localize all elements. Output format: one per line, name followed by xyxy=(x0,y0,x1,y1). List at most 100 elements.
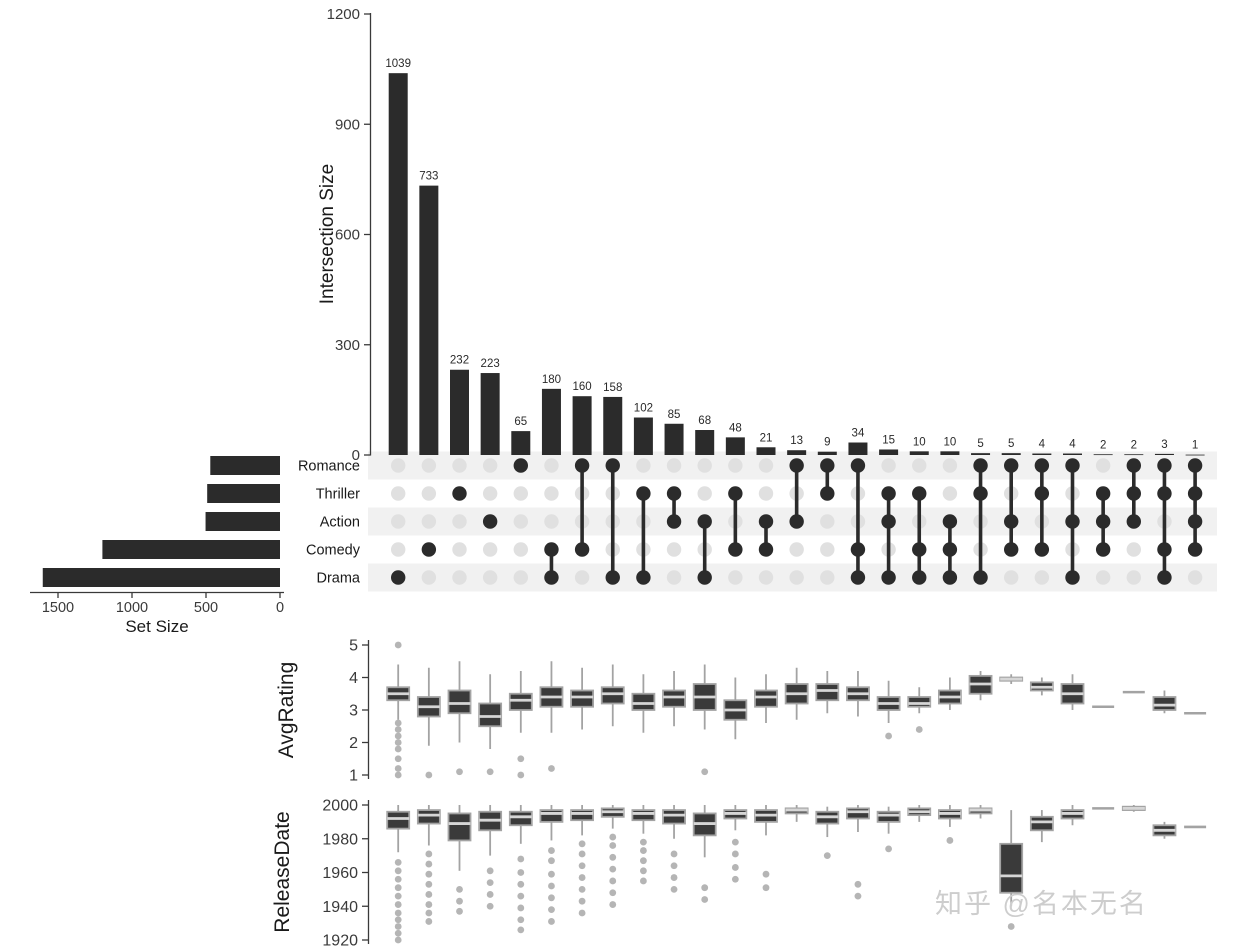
boxplot-outlier-dot xyxy=(854,892,862,900)
set-size-tick-label: 0 xyxy=(276,600,284,616)
attribute-axis-tick-label: 1980 xyxy=(322,831,358,848)
matrix-dot-inactive xyxy=(452,570,467,585)
boxplot-outlier-dot xyxy=(731,864,739,871)
intersection-bar-value: 21 xyxy=(760,432,773,444)
intersection-bar xyxy=(848,442,868,455)
set-row-label: Comedy xyxy=(306,543,361,559)
boxplot-box xyxy=(662,809,686,825)
watermark: 知乎 @名本无名 xyxy=(935,889,1148,919)
boxplot-outlier-dot xyxy=(548,870,555,878)
boxplot-outlier-dot xyxy=(701,768,709,776)
boxplot-outlier-dot xyxy=(517,916,525,924)
matrix-dot-inactive xyxy=(758,486,774,501)
intersection-axis-title: Intersection Size xyxy=(317,164,338,304)
matrix-dot-inactive xyxy=(912,458,927,473)
boxplot-box xyxy=(539,809,564,823)
matrix-dot-inactive xyxy=(421,486,437,501)
set-size-bar xyxy=(210,456,280,475)
boxplot-outlier-dot xyxy=(486,768,494,776)
matrix-dot-inactive xyxy=(544,514,559,529)
attribute-axis-tick-label: 4 xyxy=(349,670,358,687)
boxplot-outlier-dot xyxy=(517,926,525,934)
boxplot-outlier-dot xyxy=(640,847,647,854)
matrix-dot-active xyxy=(1187,458,1203,473)
matrix-dot-inactive xyxy=(789,570,804,585)
matrix-dot-inactive xyxy=(1034,570,1050,585)
matrix-dot-inactive xyxy=(482,486,498,501)
boxplot-outlier-dot xyxy=(517,904,525,912)
boxplot-outlier-dot xyxy=(456,885,463,893)
matrix-dot-inactive xyxy=(574,570,590,585)
boxplot-outlier-dot xyxy=(486,867,494,875)
boxplot-outlier-dot xyxy=(640,877,647,885)
boxplot-outlier-dot xyxy=(548,918,555,925)
matrix-dot-inactive xyxy=(391,458,406,473)
matrix-dot-active xyxy=(666,514,682,529)
boxplot-outlier-dot xyxy=(517,855,525,863)
matrix-dot-inactive xyxy=(881,458,896,473)
intersection-bar-value: 15 xyxy=(882,434,895,446)
boxplot-outlier-dot xyxy=(486,891,494,898)
boxplot-outlier-dot xyxy=(517,880,525,888)
matrix-dot-active xyxy=(1126,458,1142,473)
boxplot-box xyxy=(999,842,1024,894)
boxplot-outlier-dot xyxy=(517,771,525,779)
boxplot-outlier-dot xyxy=(946,837,954,844)
intersection-bar xyxy=(817,451,837,455)
intersection-bar xyxy=(480,373,500,455)
boxplot-outlier-dot xyxy=(425,901,433,908)
matrix-dot-active xyxy=(1157,570,1172,585)
matrix-dot-active xyxy=(850,458,866,473)
boxplot-box xyxy=(631,692,656,711)
matrix-dot-active xyxy=(391,570,406,585)
attribute-axis-tick-label: 1920 xyxy=(322,933,358,950)
boxplot-outlier-dot xyxy=(394,771,402,779)
matrix-dot-active xyxy=(912,570,927,585)
matrix-dot-active xyxy=(574,458,590,473)
boxplot-outlier-dot xyxy=(609,877,617,885)
boxplot-outlier-dot xyxy=(394,745,402,753)
set-row-label: Action xyxy=(320,515,360,531)
intersection-axis-tick-label: 0 xyxy=(352,447,360,464)
matrix-dot-inactive xyxy=(482,542,498,557)
matrix-dot-inactive xyxy=(391,486,406,501)
boxplot-outlier-dot xyxy=(456,768,463,776)
matrix-dot-active xyxy=(942,570,958,585)
intersection-bar-value: 10 xyxy=(913,436,926,448)
matrix-dot-active xyxy=(1187,486,1203,501)
matrix-dot-active xyxy=(1157,486,1172,501)
boxplot-outlier-dot xyxy=(456,897,463,905)
boxplot-outlier-dot xyxy=(548,857,555,865)
boxplot-outlier-dot xyxy=(486,879,494,887)
boxplot-outlier-dot xyxy=(578,862,586,870)
set-size-tick-label: 1000 xyxy=(116,600,148,616)
intersection-bar xyxy=(541,388,561,455)
intersection-bar xyxy=(1093,454,1113,456)
intersection-bar xyxy=(1185,454,1205,456)
matrix-dot-active xyxy=(666,486,682,501)
boxplot-outlier-dot xyxy=(394,765,402,772)
boxplot-outlier-dot xyxy=(578,840,586,848)
boxplot-box xyxy=(846,807,870,820)
matrix-dot-inactive xyxy=(1126,570,1142,585)
matrix-dot-active xyxy=(1004,514,1019,529)
boxplot-outlier-dot xyxy=(394,916,402,924)
intersection-bar-value: 180 xyxy=(542,374,561,386)
matrix-dot-active xyxy=(1034,542,1050,557)
matrix-dot-inactive xyxy=(942,458,958,473)
boxplot-box xyxy=(754,689,778,708)
boxplot-outlier-dot xyxy=(762,870,770,878)
matrix-dot-active xyxy=(881,570,896,585)
intersection-bar-value: 48 xyxy=(729,422,742,434)
matrix-dot-active xyxy=(1157,542,1172,557)
boxplot-outlier-dot xyxy=(394,909,402,917)
matrix-dot-active xyxy=(697,570,712,585)
boxplot-outlier-dot xyxy=(425,860,433,868)
matrix-dot-active xyxy=(482,514,498,529)
intersection-bar xyxy=(633,417,653,455)
intersection-bar xyxy=(1032,453,1052,455)
matrix-dot-active xyxy=(697,514,712,529)
intersection-bar xyxy=(756,447,776,455)
boxplot-outlier-dot xyxy=(425,771,433,779)
intersection-bar xyxy=(419,185,439,455)
